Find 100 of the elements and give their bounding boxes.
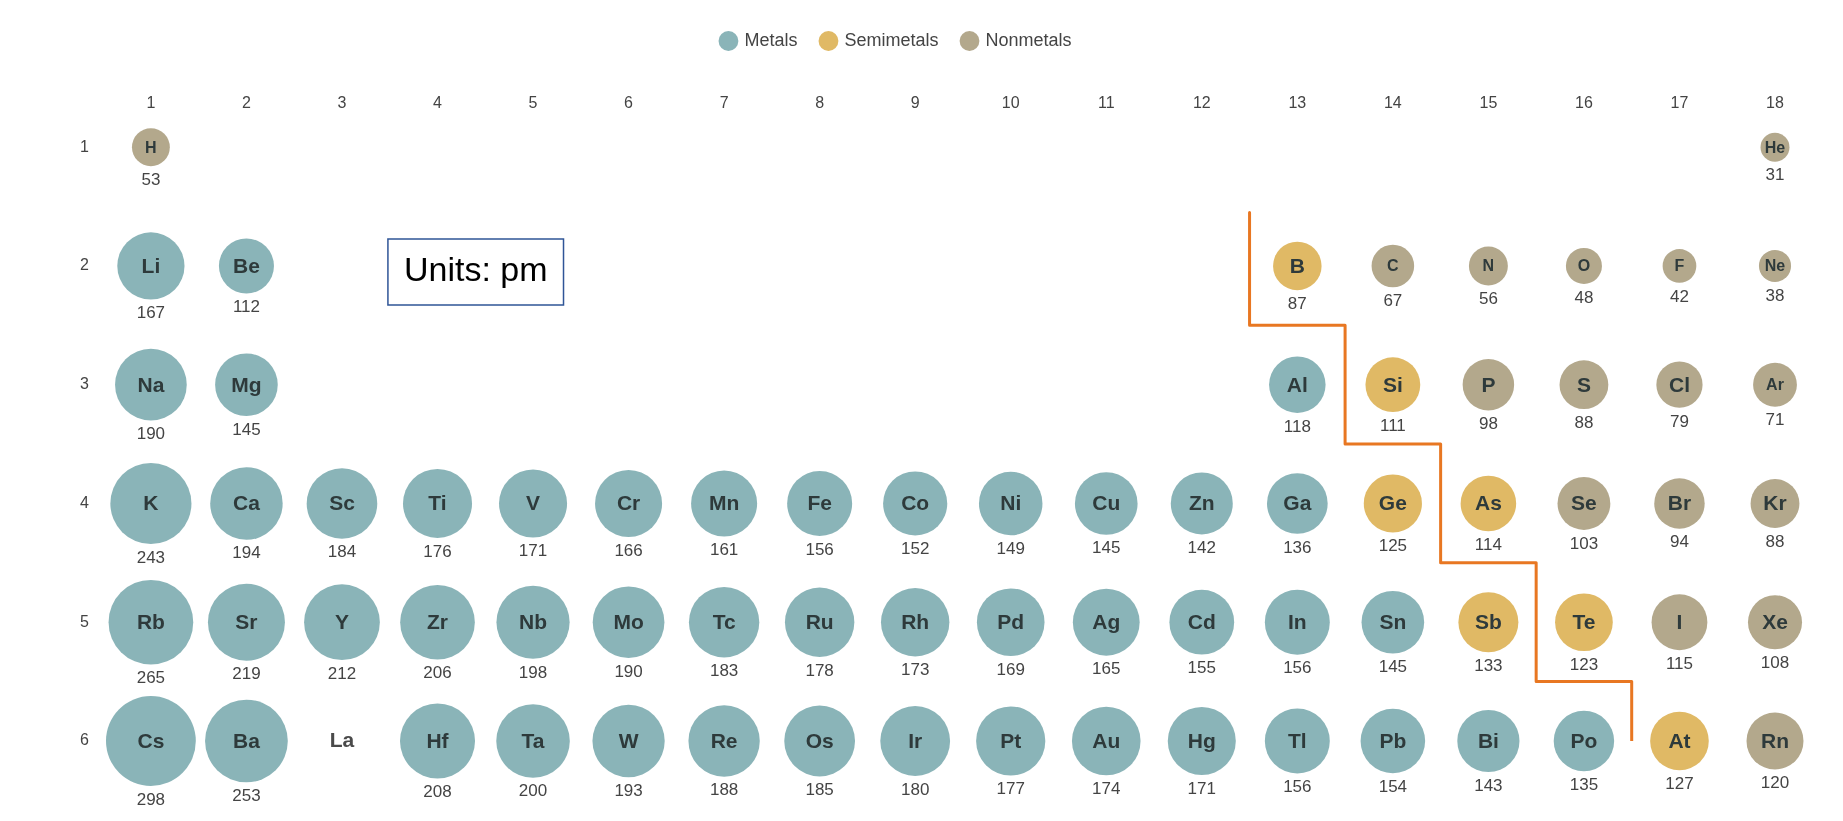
annotation: Bi (1477, 728, 1499, 752)
annotation: Rb (136, 610, 165, 634)
data-label: 94 (1670, 532, 1689, 552)
data-label: 190 (136, 424, 166, 444)
annotation: Sb (1474, 610, 1502, 634)
annotation: Hg (1187, 728, 1216, 752)
x-tick-label: 3 (337, 94, 347, 112)
annotation: O (1577, 257, 1591, 275)
data-label: 188 (709, 780, 739, 800)
annotation: Ru (805, 610, 834, 634)
data-label: 149 (996, 538, 1025, 558)
annotation: Ca (233, 491, 261, 515)
x-tick-label: 16 (1575, 94, 1593, 112)
annotation: Ga (1283, 491, 1312, 515)
x-tick-label: 6 (624, 94, 634, 112)
annotation: He (1764, 138, 1786, 156)
data-label: 136 (1283, 537, 1312, 557)
data-label: 173 (900, 660, 930, 680)
y-tick-label: 6 (79, 731, 89, 749)
annotation: Os (805, 728, 834, 752)
annotation: Sn (1379, 610, 1407, 634)
data-label: 165 (1092, 659, 1121, 679)
data-label: 145 (232, 419, 261, 439)
legend-label: Metals (744, 29, 798, 50)
annotation: Li (141, 253, 161, 277)
annotation: Sc (329, 491, 356, 515)
y-tick-label: 1 (79, 137, 89, 155)
data-label: 156 (805, 539, 834, 559)
x-tick-label: 14 (1383, 94, 1402, 112)
x-tick-label: 17 (1670, 94, 1689, 112)
annotation: W (618, 728, 639, 752)
annotation: Y (334, 610, 349, 634)
data-label: 174 (1092, 779, 1121, 798)
annotation: Ge (1378, 491, 1407, 515)
data-label: 155 (1187, 658, 1216, 678)
data-label: 243 (136, 547, 166, 567)
annotation: Pt (1000, 728, 1022, 752)
x-tick-label: 1 (146, 94, 156, 112)
annotation: Nb (519, 610, 548, 634)
annotation: Xe (1762, 610, 1788, 634)
x-tick-label: 12 (1192, 94, 1211, 112)
annotation: F (1674, 257, 1685, 275)
data-label: 125 (1378, 536, 1408, 556)
annotation: Se (1571, 491, 1597, 515)
data-label: 298 (136, 789, 166, 809)
annotation: P (1481, 372, 1496, 396)
x-tick-label: 9 (910, 94, 920, 112)
data-label: 79 (1670, 411, 1689, 431)
annotation: At (1668, 728, 1691, 752)
annotation: Zr (427, 610, 448, 634)
data-label: 183 (709, 661, 739, 681)
data-label: 166 (614, 540, 643, 560)
data-label: 71 (1765, 410, 1785, 430)
data-label: 219 (232, 664, 261, 684)
annotation: Cs (137, 728, 165, 752)
data-label: 208 (423, 782, 452, 802)
data-label: 169 (996, 659, 1025, 679)
annotation: As (1474, 491, 1502, 515)
data-label: 156 (1283, 658, 1312, 678)
data-label: 143 (1474, 775, 1503, 795)
x-tick-label: 2 (241, 94, 251, 112)
annotation: Te (1572, 610, 1596, 634)
annotation: In (1287, 610, 1307, 634)
data-label: 123 (1569, 654, 1599, 674)
data-label: 171 (518, 541, 548, 561)
data-label: 88 (1574, 412, 1594, 432)
annotation: Units: pm (403, 250, 548, 289)
x-tick-label: 18 (1766, 94, 1784, 112)
data-label: 154 (1378, 776, 1408, 796)
x-tick-label: 8 (815, 94, 825, 112)
data-label: 145 (1378, 657, 1408, 677)
annotation: Cr (616, 491, 641, 515)
annotation: Ir (908, 728, 923, 752)
data-label: 67 (1383, 290, 1403, 310)
annotation: Mo (613, 610, 644, 634)
data-label: 87 (1287, 293, 1307, 313)
y-tick-label: 3 (79, 375, 89, 393)
data-label: 111 (1379, 415, 1406, 435)
annotation: Si (1382, 372, 1403, 396)
data-label: 152 (900, 539, 930, 559)
annotation: Mg (231, 372, 262, 396)
annotation: Ni (1000, 491, 1022, 515)
data-label: 156 (1283, 777, 1312, 797)
data-label: 190 (614, 661, 643, 681)
y-tick-label: 2 (79, 256, 89, 274)
data-label: 31 (1765, 165, 1785, 185)
data-label: 53 (141, 169, 161, 189)
annotation: Ag (1092, 610, 1121, 634)
x-tick-label: 15 (1479, 94, 1498, 112)
data-label: 115 (1665, 653, 1694, 673)
data-label: 206 (423, 663, 452, 683)
y-tick-label: 4 (79, 493, 89, 511)
annotation: H (145, 138, 157, 156)
annotation: Tl (1287, 728, 1307, 752)
data-label: 88 (1765, 531, 1785, 551)
data-label: 177 (996, 779, 1025, 799)
data-label: 184 (327, 542, 357, 562)
x-tick-label: 5 (528, 94, 538, 112)
data-label: 167 (136, 303, 166, 323)
annotation: Co (901, 491, 930, 515)
